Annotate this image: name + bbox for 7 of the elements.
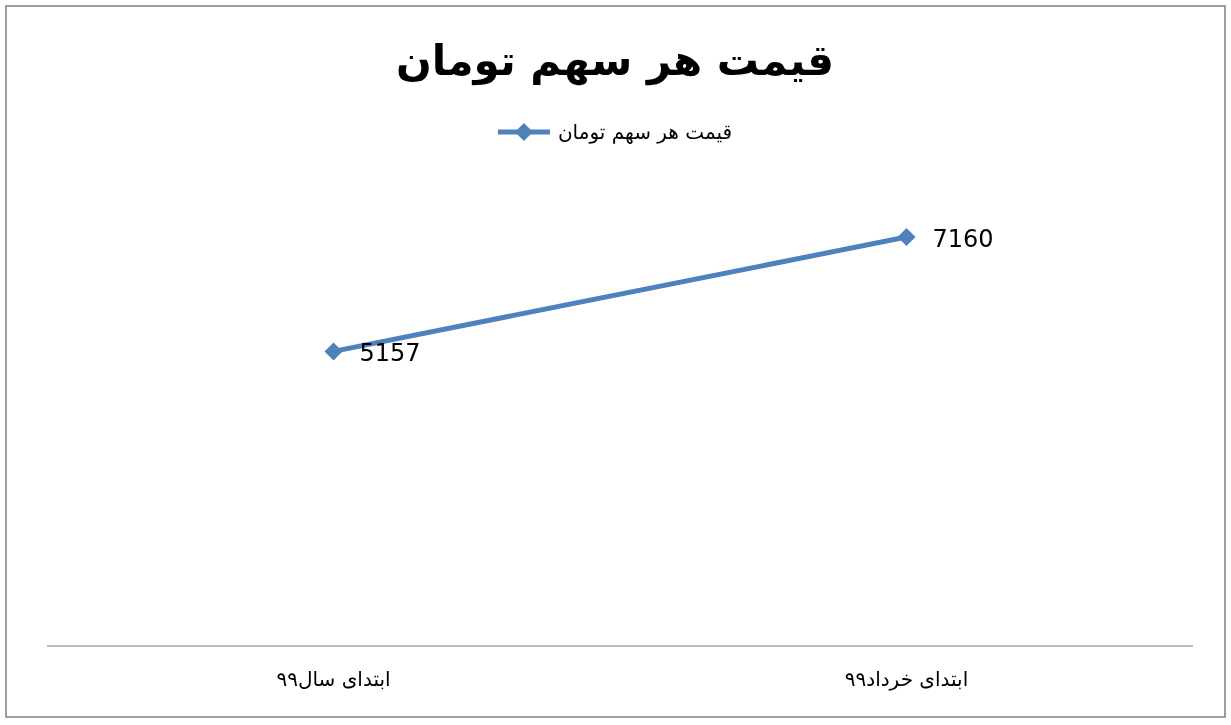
data-label: 5157 [359,339,421,368]
legend: قیمت هر سهم تومان [497,120,733,144]
legend-label: قیمت هر سهم تومان [557,120,733,144]
data-label: 7160 [932,225,994,253]
chart-title: قیمت هر سهم تومان [395,36,835,86]
x-tick-label: ابتدای خرداد۹۹ [844,667,969,691]
x-tick-label: ابتدای سال۹۹ [276,667,391,691]
